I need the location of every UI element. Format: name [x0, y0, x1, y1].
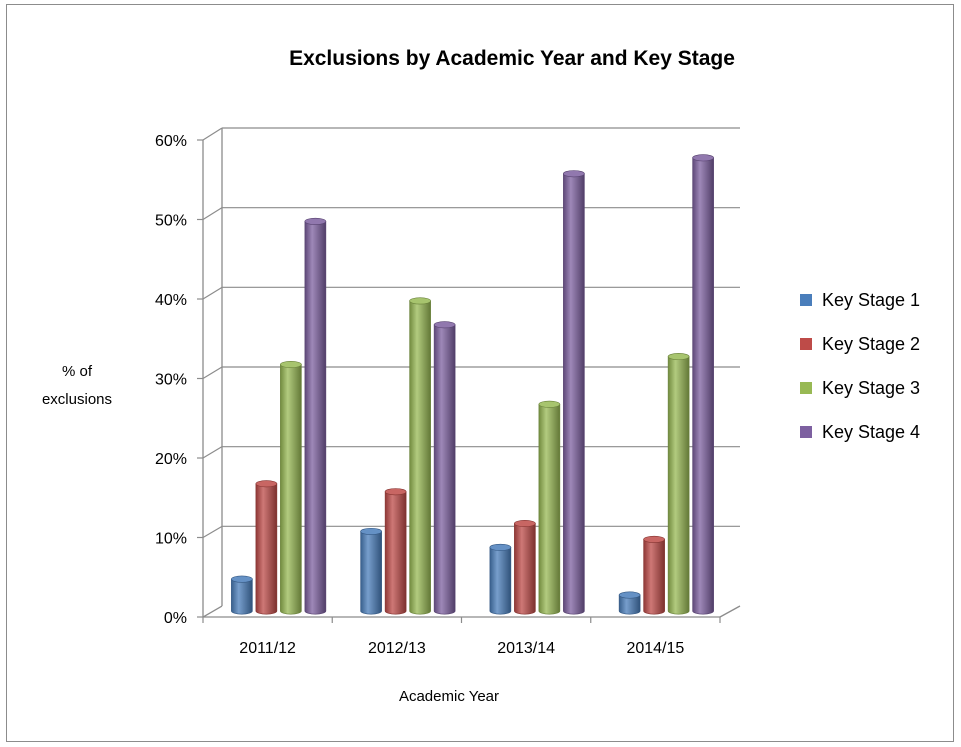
- bar-body: [280, 364, 302, 615]
- gridline-side: [202, 127, 223, 141]
- gridline-side: [202, 446, 223, 459]
- bar-top: [538, 400, 561, 408]
- x-axis-title: Academic Year: [399, 688, 499, 705]
- bar-top: [618, 591, 641, 599]
- bar-top: [231, 575, 253, 583]
- y-tick-label: 30%: [155, 372, 187, 389]
- bar-top: [360, 527, 382, 535]
- bar: [360, 527, 382, 615]
- bar-top: [563, 170, 585, 178]
- legend-label: Key Stage 3: [822, 378, 920, 398]
- legend-item: Key Stage 2: [800, 334, 920, 354]
- bar-body: [433, 324, 456, 615]
- bar-body: [384, 491, 407, 615]
- bar-body: [667, 356, 690, 615]
- x-tick-label: 2011/12: [239, 640, 296, 657]
- bar-top: [692, 154, 714, 162]
- bar: [538, 400, 561, 615]
- legend-label: Key Stage 4: [822, 422, 920, 442]
- bar-body: [489, 547, 512, 615]
- y-tick-label: 60%: [155, 133, 187, 150]
- legend-swatch: [800, 426, 812, 438]
- bar-body: [231, 578, 253, 615]
- bar: [304, 217, 327, 615]
- x-tick-label: 2014/15: [626, 640, 684, 657]
- bar: [667, 353, 690, 615]
- bar-body: [643, 539, 665, 615]
- bar-body: [618, 594, 641, 615]
- gridline-side: [202, 286, 223, 300]
- floor-left-edge: [202, 605, 223, 618]
- bar: [563, 170, 585, 615]
- bar: [514, 519, 536, 615]
- bar: [231, 575, 253, 615]
- legend: Key Stage 1 Key Stage 2 Key Stage 3 Key Sta…: [800, 290, 920, 442]
- bar-top: [280, 360, 302, 368]
- y-tick-labels: 0% 10% 20% 30% 40% 50% 60%: [155, 133, 203, 627]
- bar: [280, 360, 302, 615]
- bar: [409, 297, 431, 615]
- y-tick-label: 50%: [155, 213, 187, 230]
- bar-top: [409, 297, 431, 305]
- bar-top: [384, 488, 407, 496]
- bar: [255, 480, 278, 615]
- bar: [643, 535, 665, 615]
- bar-top: [514, 519, 536, 527]
- chart-frame: [6, 4, 954, 742]
- bar-top: [255, 480, 278, 488]
- legend-item: Key Stage 1: [800, 290, 920, 310]
- legend-label: Key Stage 1: [822, 290, 920, 310]
- bar: [618, 591, 641, 615]
- bar-body: [563, 173, 585, 615]
- legend-swatch: [800, 294, 812, 306]
- y-axis-title-line-1: % of: [62, 363, 93, 380]
- legend-item: Key Stage 3: [800, 378, 920, 398]
- bar: [384, 488, 407, 615]
- bar-top: [643, 535, 665, 543]
- bar: [489, 543, 512, 615]
- bar-body: [255, 483, 278, 615]
- bar-body: [692, 157, 714, 615]
- bar-top: [667, 353, 690, 361]
- legend-swatch: [800, 338, 812, 350]
- bar-body: [304, 221, 327, 615]
- bar-body: [538, 403, 561, 615]
- x-tick-label: 2012/13: [368, 640, 426, 657]
- y-tick-label: 40%: [155, 292, 187, 309]
- floor-right-edge: [719, 605, 741, 618]
- bars: [231, 154, 714, 615]
- bar: [433, 321, 456, 615]
- y-tick-label: 10%: [155, 531, 187, 548]
- bar-body: [514, 523, 536, 615]
- bar-top: [433, 321, 456, 329]
- x-tick-label: 2013/14: [497, 640, 555, 657]
- bar-top: [489, 543, 512, 551]
- bar: [692, 154, 714, 615]
- legend-item: Key Stage 4: [800, 422, 920, 442]
- bar-top: [304, 217, 327, 225]
- gridline-side: [202, 525, 223, 539]
- bar-body: [360, 531, 382, 615]
- legend-swatch: [800, 382, 812, 394]
- y-tick-label: 20%: [155, 451, 187, 468]
- x-tick-labels: 2011/12 2012/13 2013/14 2014/15: [202, 617, 721, 657]
- legend-label: Key Stage 2: [822, 334, 920, 354]
- gridline-side: [202, 207, 223, 221]
- gridline-side: [202, 366, 223, 380]
- bar-body: [409, 300, 431, 615]
- y-axis-title-line-2: exclusions: [42, 391, 112, 408]
- chart-title: Exclusions by Academic Year and Key Stag…: [289, 47, 735, 70]
- y-tick-label: 0%: [164, 610, 187, 627]
